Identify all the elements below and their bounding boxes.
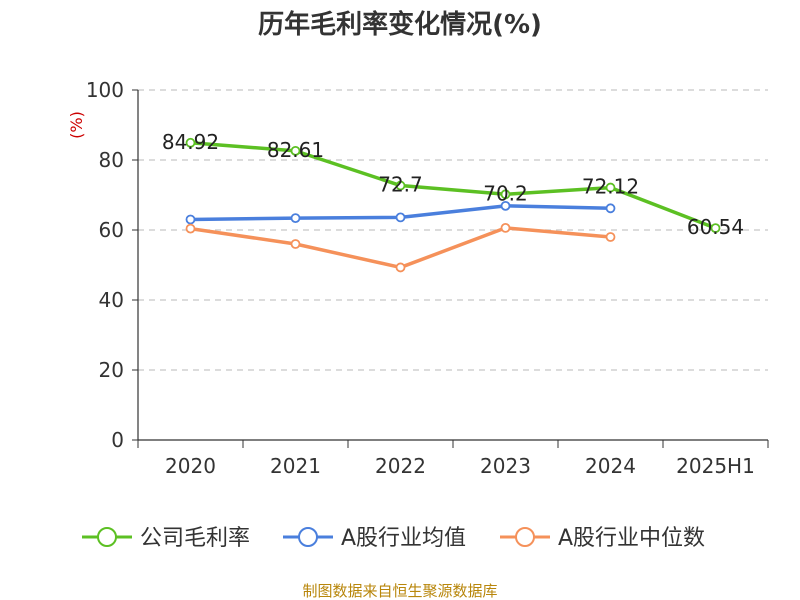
data-label: 60.54 xyxy=(687,215,744,239)
series-1 xyxy=(185,200,616,225)
y-tick-label: 80 xyxy=(99,148,124,172)
y-tick-label: 60 xyxy=(99,218,124,242)
data-label: 70.2 xyxy=(483,181,528,205)
data-point[interactable] xyxy=(500,222,511,233)
series-line-0 xyxy=(190,141,717,230)
data-point[interactable] xyxy=(395,262,406,273)
x-tick-label-2023: 2023 xyxy=(480,454,531,478)
legend[interactable]: 公司毛利率 A股行业均值 A股行业中位数 xyxy=(82,526,705,551)
legend-label: A股行业均值 xyxy=(341,526,466,551)
data-label: 82.61 xyxy=(267,138,324,162)
x-tick-label-2021: 2021 xyxy=(270,454,321,478)
data-label: 84.92 xyxy=(162,130,219,154)
chart-title: 历年毛利率变化情况(%) xyxy=(258,9,542,40)
series-layer xyxy=(185,137,721,273)
y-tick-label: 20 xyxy=(99,358,124,382)
data-point[interactable] xyxy=(395,212,406,223)
legend-swatch-marker xyxy=(97,527,117,547)
gridlines xyxy=(138,89,768,371)
x-tick-label-2022: 2022 xyxy=(375,454,426,478)
x-tick-label-2025H1: 2025H1 xyxy=(676,454,755,478)
legend-item-2[interactable]: A股行业中位数 xyxy=(500,526,705,551)
y-tick-label: 0 xyxy=(111,428,124,452)
data-point[interactable] xyxy=(290,239,301,249)
series-line-2 xyxy=(190,226,611,270)
data-point[interactable] xyxy=(185,214,196,225)
data-point[interactable] xyxy=(290,145,301,156)
series-2 xyxy=(185,222,616,273)
data-point[interactable] xyxy=(500,200,511,211)
data-point[interactable] xyxy=(290,213,301,224)
data-point[interactable] xyxy=(605,182,616,193)
legend-swatch-marker xyxy=(515,527,535,547)
x-tick-label-2024: 2024 xyxy=(585,454,636,478)
data-point[interactable] xyxy=(185,223,196,234)
data-labels: 84.92 82.61 72.7 70.2 72.12 60.54 xyxy=(162,130,744,239)
series-0 xyxy=(185,137,721,234)
legend-label: 公司毛利率 xyxy=(140,526,250,551)
y-tick-label: 40 xyxy=(99,288,124,312)
legend-item-0[interactable]: 公司毛利率 xyxy=(82,526,250,551)
data-point[interactable] xyxy=(395,180,406,191)
data-point[interactable] xyxy=(605,232,616,242)
legend-label: A股行业中位数 xyxy=(558,526,705,551)
data-label: 72.7 xyxy=(378,173,423,197)
source-note: 制图数据来自恒生聚源数据库 xyxy=(302,582,497,600)
axes: 0 20 40 60 80 100 2020 2021 2022 2023 2024 2025H1 xyxy=(86,78,769,478)
data-label: 72.12 xyxy=(582,175,639,199)
data-point[interactable] xyxy=(710,223,721,234)
x-tick-label-2020: 2020 xyxy=(165,454,216,478)
legend-swatch-marker xyxy=(298,527,318,547)
data-point[interactable] xyxy=(500,189,511,200)
data-point[interactable] xyxy=(185,137,196,148)
y-tick-label: 100 xyxy=(86,78,124,102)
data-point[interactable] xyxy=(605,203,616,214)
y-axis-label: (%) xyxy=(67,111,86,139)
legend-item-1[interactable]: A股行业均值 xyxy=(283,526,466,551)
